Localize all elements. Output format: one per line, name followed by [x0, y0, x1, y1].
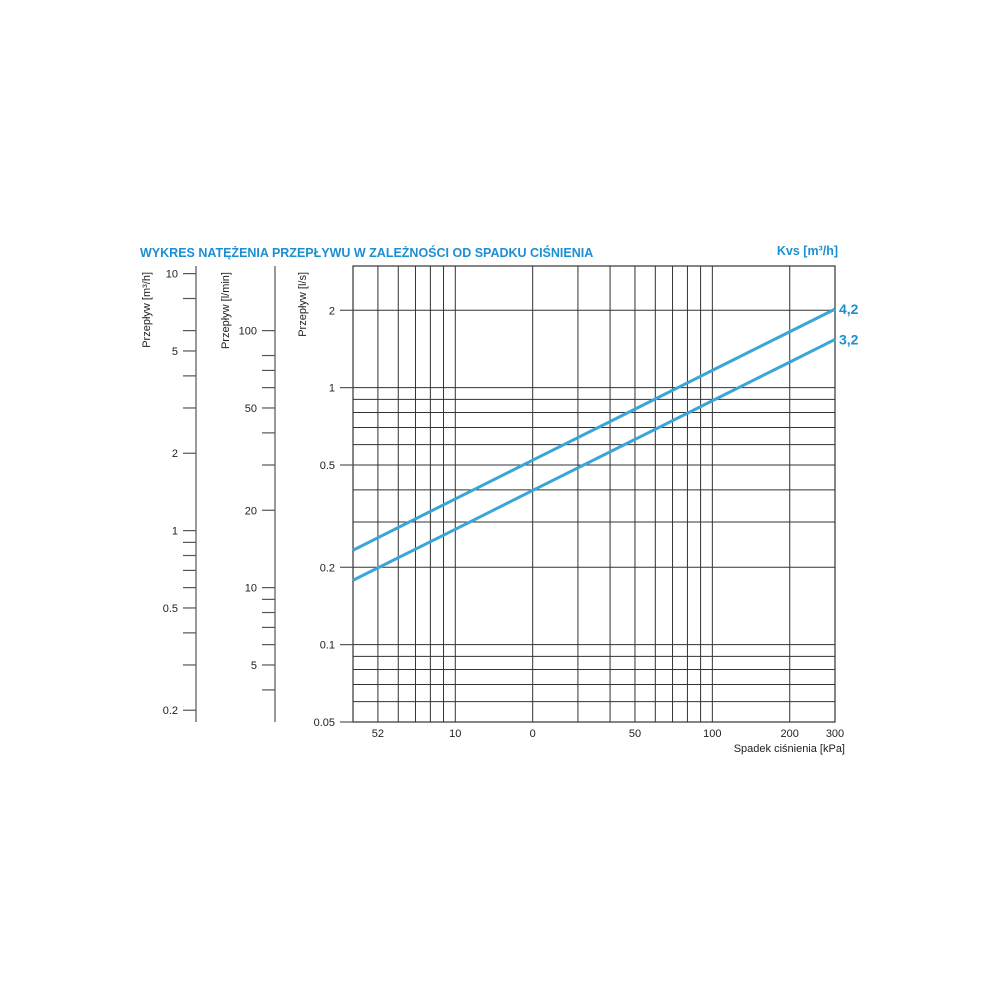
y-tick-label: 0.5 — [163, 603, 178, 615]
legend-title: Kvs [m³/h] — [777, 244, 838, 258]
plot-frame — [352, 265, 836, 723]
x-tick-label: 0 — [530, 728, 536, 740]
x-tick-label: 100 — [703, 728, 721, 740]
y-tick-label: 100 — [239, 326, 257, 338]
y-axis-label: Przepływ [l/min] — [220, 272, 232, 349]
x-axis-label: Spadek ciśnienia [kPa] — [734, 743, 845, 755]
y-tick-label: 2 — [172, 448, 178, 460]
y-tick-label: 0.5 — [320, 460, 335, 472]
y-tick-label: 1 — [172, 526, 178, 538]
series-line-kvs-4-2 — [352, 307, 836, 552]
y-axis-label: Przepływ [l/s] — [297, 272, 309, 337]
series-label: 3,2 — [839, 331, 859, 347]
x-tick-label: 52 — [372, 728, 384, 740]
x-tick-label: 300 — [826, 728, 844, 740]
y-tick-label: 50 — [245, 403, 257, 415]
y-tick-label: 1 — [329, 383, 335, 395]
y-tick-label: 5 — [251, 660, 257, 672]
y-tick-label: 10 — [166, 269, 178, 281]
y-tick-label: 10 — [245, 583, 257, 595]
y-tick-label: 0.2 — [320, 562, 335, 574]
y-tick-label: 5 — [172, 346, 178, 358]
series-label: 4,2 — [839, 301, 859, 317]
x-tick-label: 200 — [781, 728, 799, 740]
y-tick-label: 0.1 — [320, 640, 335, 652]
y-tick-label: 0.05 — [314, 717, 335, 729]
y-tick-label: 0.2 — [163, 705, 178, 717]
chart-title: WYKRES NATĘŻENIA PRZEPŁYWU W ZALEŻNOŚCI … — [140, 245, 593, 260]
y-tick-label: 20 — [245, 505, 257, 517]
series-line-kvs-3-2 — [352, 338, 836, 582]
x-tick-label: 10 — [449, 728, 461, 740]
y-tick-label: 2 — [329, 305, 335, 317]
x-tick-label: 50 — [629, 728, 641, 740]
y-axis-label: Przepływ [m³/h] — [141, 272, 153, 348]
